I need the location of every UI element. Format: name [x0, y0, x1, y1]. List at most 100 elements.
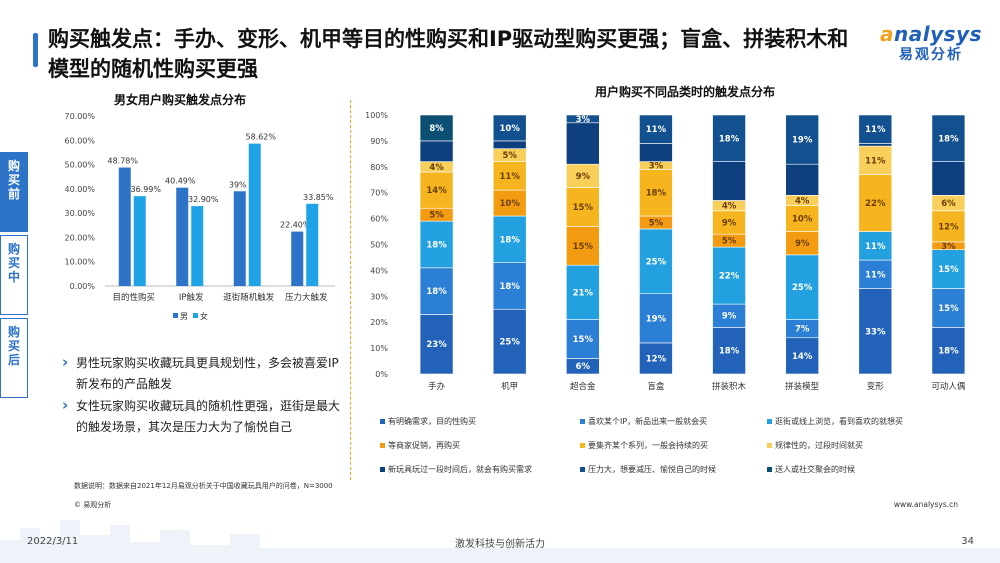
- side-tab-char: 买: [7, 173, 20, 187]
- stack-segment: [639, 228, 673, 295]
- insight-list: 男性玩家购买收藏玩具更具规划性，多会被喜爱IP新发布的产品触发 女性玩家购买收藏…: [62, 352, 342, 439]
- footer-slogan: 激发科技与创新活力: [455, 539, 545, 550]
- segment-label: 14%: [792, 352, 813, 362]
- stack-segment: [492, 114, 527, 142]
- stack-segment: [566, 264, 600, 320]
- side-tab-2[interactable]: 购买中: [0, 235, 28, 315]
- legend-label: 送人或社交聚会的时候: [775, 464, 855, 474]
- bar-value-label: 48.78%: [107, 157, 138, 166]
- segment-label: 18%: [500, 235, 521, 245]
- stack-segment: [785, 205, 819, 232]
- analysys-logo: analysys 易观分析: [880, 22, 982, 64]
- stack-segment: [858, 259, 893, 289]
- segment-label: 5%: [722, 237, 737, 247]
- x-tick-label: 拼装模型: [785, 381, 820, 392]
- segment-label: 15%: [938, 265, 959, 275]
- segment-label: 18%: [938, 347, 959, 357]
- y-tick-label: 0.00%: [70, 282, 96, 291]
- side-tab-char: 买: [7, 256, 20, 270]
- side-tab-char: 购: [7, 325, 20, 339]
- segment-label: 18%: [426, 287, 447, 297]
- y-tick-label: 30.00%: [64, 209, 95, 218]
- gender-trigger-chart: 男女用户购买触发点分布 0.00% 10.00% 20.00% 30.00% 40.00%…: [64, 92, 335, 321]
- page-title: 购买触发点：手办、变形、机甲等目的性购买和IP驱动型购买更强；盲盒、拼装积木和模…: [48, 27, 849, 81]
- legend-label: 压力大，想要减压、愉悦自己的时候: [588, 464, 716, 474]
- bar-value-label: 33.85%: [303, 193, 334, 202]
- stack-segment: [566, 122, 600, 165]
- stack-segment: [492, 140, 527, 149]
- side-tab-1[interactable]: 购买前: [0, 152, 28, 232]
- segment-label: 6%: [941, 199, 956, 209]
- segment-label: 25%: [500, 338, 521, 348]
- segment-label: 23%: [426, 340, 447, 350]
- y-tick-label: 20.00%: [64, 233, 95, 242]
- section-divider: [350, 100, 351, 480]
- y-tick-label: 60%: [370, 215, 388, 224]
- chart-title: 用户购买不同品类时的触发点分布: [594, 84, 775, 99]
- legend-swatch: [193, 313, 198, 318]
- insight-male: 男性玩家购买收藏玩具更具规划性，多会被喜爱IP新发布的产品触发: [62, 352, 342, 395]
- segment-label: 9%: [722, 218, 737, 228]
- stack-segment: [639, 293, 673, 344]
- bar-value-label: 22.40%: [280, 221, 311, 230]
- segment-label: 10%: [500, 199, 521, 209]
- stack-segment: [858, 174, 893, 232]
- y-tick-label: 50%: [370, 241, 388, 250]
- x-tick-label: 拼装积木: [712, 381, 747, 392]
- segment-label: 21%: [573, 288, 594, 298]
- segment-label: 11%: [865, 125, 886, 135]
- legend-label: 逛街或线上浏览，看到喜欢的就想买: [775, 416, 903, 426]
- segment-label: 22%: [865, 199, 886, 209]
- bar-value-label: 36.99%: [130, 185, 161, 194]
- x-tick-label: 盲盒: [647, 381, 665, 392]
- bar-女: [191, 206, 204, 286]
- segment-label: 4%: [722, 202, 737, 212]
- y-tick-label: 40.00%: [64, 185, 95, 194]
- segment-label: 14%: [426, 186, 447, 196]
- x-tick-label: 可动人偶: [931, 381, 965, 392]
- segment-label: 11%: [865, 270, 886, 280]
- segment-label: 18%: [719, 347, 740, 357]
- segment-label: 15%: [573, 203, 594, 213]
- side-tab-char: 买: [7, 339, 20, 353]
- legend-label: 喜欢某个IP，新品出来一般就会买: [588, 416, 707, 426]
- segment-label: 3%: [576, 115, 591, 125]
- segment-label: 11%: [865, 156, 886, 166]
- stack-segment: [931, 114, 966, 162]
- x-tick-label: 目的性购买: [112, 292, 155, 303]
- logo-wordmark: analysys: [880, 22, 982, 46]
- legend-label: 有明确需求，目的性购买: [388, 416, 476, 426]
- segment-label: 15%: [573, 242, 594, 252]
- segment-label: 7%: [795, 325, 810, 335]
- stack-segment: [712, 161, 746, 201]
- stack-segment: [566, 226, 600, 266]
- bar-男: [291, 231, 304, 286]
- x-tick-label: 超合金: [570, 381, 596, 392]
- stack-segment: [931, 210, 966, 243]
- bar-男: [118, 167, 131, 286]
- x-tick-label: 逛街随机触发: [223, 292, 275, 303]
- bar-女: [248, 143, 261, 286]
- y-tick-label: 30%: [370, 292, 388, 301]
- segment-label: 12%: [938, 222, 959, 232]
- legend-swatch: [580, 443, 585, 448]
- segment-label: 12%: [646, 354, 667, 364]
- segment-label: 11%: [500, 172, 521, 182]
- side-tab-char: 购: [7, 242, 20, 256]
- stack-segment: [785, 114, 819, 165]
- skyline-decoration: [0, 520, 1000, 563]
- side-tab-char: 后: [7, 353, 20, 367]
- bar-男: [233, 191, 246, 286]
- data-note: 数据说明：数据来自2021年12月易观分析关于中国收藏玩具用户的问卷，N=300…: [74, 482, 333, 490]
- page-number: 34: [961, 536, 974, 547]
- stack-segment: [712, 114, 746, 162]
- segment-label: 25%: [792, 283, 813, 293]
- segment-label: 3%: [941, 242, 956, 252]
- bar-value-label: 40.49%: [165, 177, 196, 186]
- segment-label: 5%: [502, 151, 517, 161]
- side-tab-3[interactable]: 购买后: [0, 318, 28, 398]
- stack-segment: [492, 189, 527, 217]
- bar-value-label: 39%: [229, 180, 247, 189]
- segment-label: 10%: [500, 124, 521, 134]
- side-tab-char: 中: [7, 270, 20, 284]
